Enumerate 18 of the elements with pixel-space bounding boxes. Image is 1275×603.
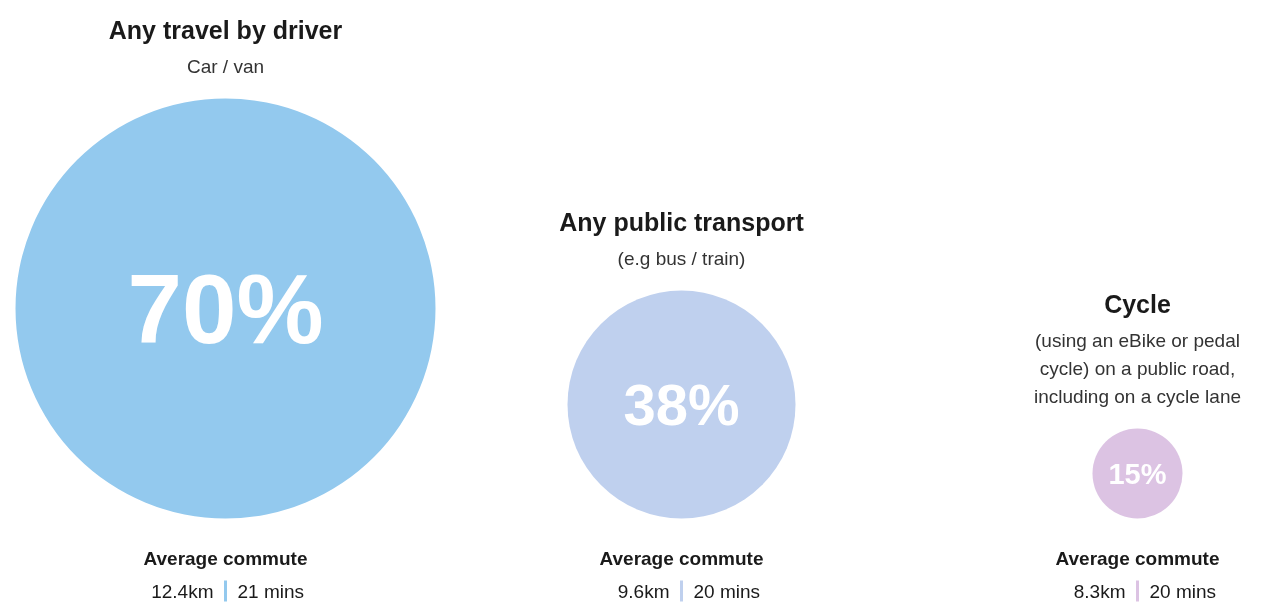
data-label: 70% bbox=[127, 253, 324, 364]
text: Average commute bbox=[599, 548, 764, 569]
text: 9.6km bbox=[617, 581, 670, 602]
text: (e.g bus / train) bbox=[617, 248, 746, 269]
text: 20 mins bbox=[1149, 581, 1217, 602]
text: 20 mins bbox=[693, 581, 761, 602]
data-label: 38% bbox=[623, 372, 740, 437]
text: Average commute bbox=[1055, 548, 1220, 569]
category-label: Any public transport bbox=[559, 207, 805, 236]
category-label: Cycle bbox=[1104, 289, 1171, 318]
text: (using an eBike or pedal cycle) on a public road, including on a cycle lane bbox=[1033, 330, 1242, 407]
text: Average commute bbox=[143, 548, 308, 569]
text: 12.4km bbox=[151, 581, 214, 602]
text: 21 mins bbox=[237, 581, 305, 602]
category-label: Any travel by driver bbox=[108, 15, 343, 44]
data-label: 15% bbox=[1108, 457, 1167, 490]
text: 8.3km bbox=[1073, 581, 1126, 602]
text: Car / van bbox=[186, 56, 265, 77]
